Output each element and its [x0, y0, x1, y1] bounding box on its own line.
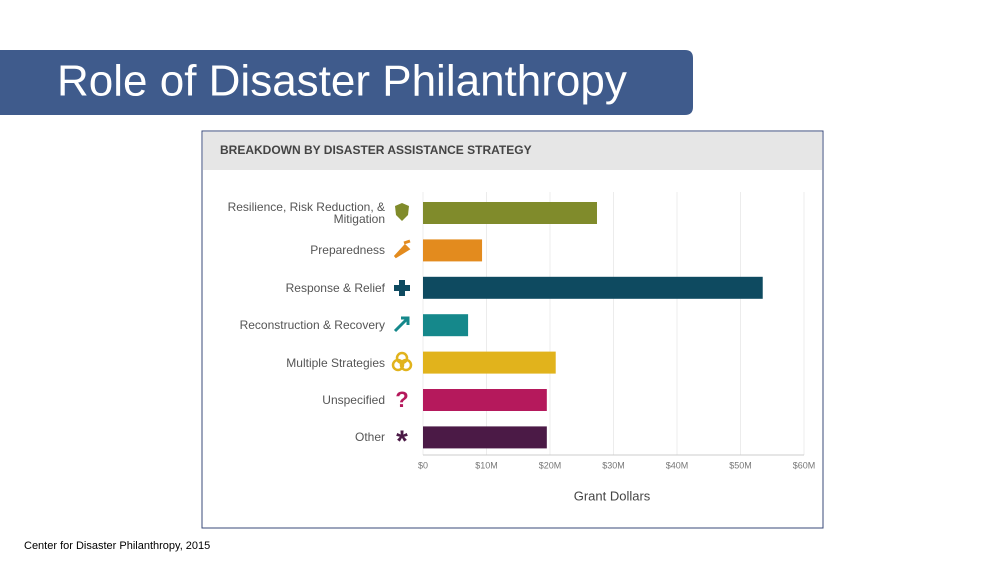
title-bar [0, 50, 693, 115]
bar [423, 202, 597, 224]
icon [391, 351, 413, 372]
chart-card [201, 130, 824, 529]
icon [393, 239, 411, 259]
y-tick-label: Multiple Strategies [286, 355, 385, 370]
icon [395, 203, 409, 221]
y-tick-label: Resilience, Risk Reduction, & Mitigation [227, 200, 385, 226]
bar [423, 351, 556, 374]
icon: * [396, 425, 408, 458]
x-tick-label: $60M [793, 460, 816, 470]
x-tick-label: $10M [475, 460, 498, 470]
icon: ? [395, 387, 408, 412]
bar [423, 276, 763, 299]
x-tick-label: $50M [729, 460, 752, 470]
slide-title: Role of Disaster Philanthropy [57, 57, 627, 106]
x-tick-label: $20M [539, 460, 562, 470]
chart-header [203, 132, 822, 170]
y-tick-label: Preparedness [310, 243, 385, 258]
y-tick-label: Reconstruction & Recovery [239, 318, 385, 333]
x-tick-label: $0 [418, 460, 428, 470]
y-tick-label: Unspecified [322, 393, 385, 407]
x-tick-label: $40M [666, 460, 689, 470]
source: Center for Disaster Philanthropy, 2015 [24, 540, 210, 552]
bar [423, 314, 469, 337]
y-tick-label: Other [354, 430, 385, 445]
bar [423, 389, 547, 411]
icon [393, 316, 410, 333]
bar [423, 239, 483, 262]
x-tick-label: $30M [602, 460, 625, 470]
icon [394, 280, 410, 296]
y-tick-label: Response & Relief [285, 280, 385, 295]
x-axis-label: Grant Dollars [574, 488, 651, 503]
bar [423, 426, 547, 449]
icons: ? * [391, 203, 413, 458]
chart-title: BREAKDOWN BY DISASTER ASSISTANCE STRATEG… [220, 143, 532, 157]
